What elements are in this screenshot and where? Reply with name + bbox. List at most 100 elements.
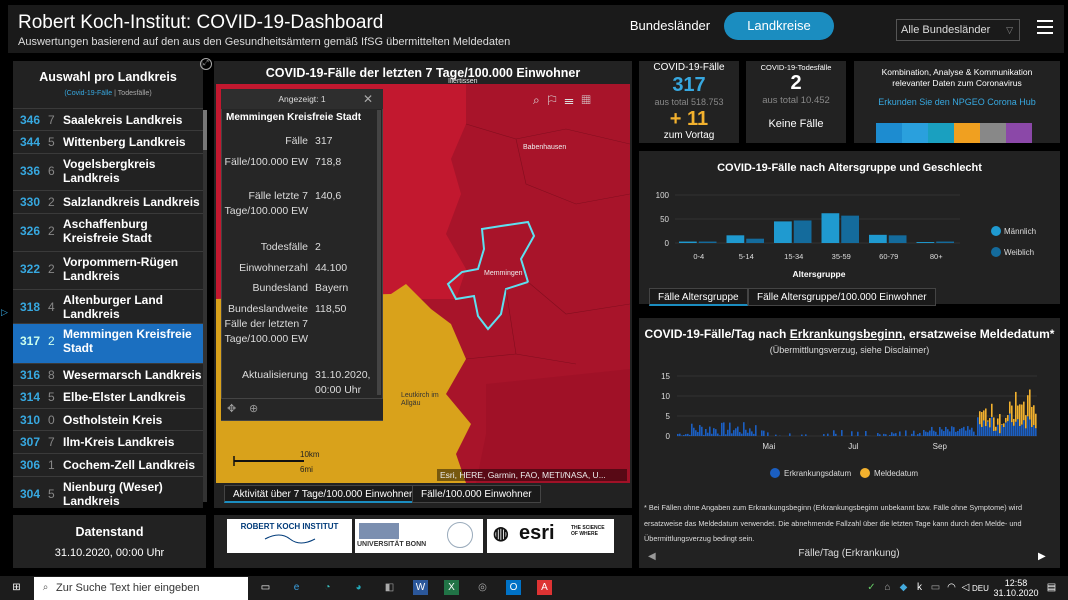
bookmark-icon[interactable]: ⚐ xyxy=(547,93,565,107)
epi-chart-subtitle: (Übermittlungsverzug, siehe Disclaimer) xyxy=(769,345,930,355)
epi-bar xyxy=(1001,424,1003,436)
volume-icon[interactable]: ◁ xyxy=(961,582,970,593)
list-item-deaths: 2 xyxy=(48,334,55,348)
kpi-deaths-panel xyxy=(746,61,846,143)
epi-bar xyxy=(775,434,777,436)
word-icon[interactable]: W xyxy=(413,580,428,595)
clock[interactable]: 12:58 31.10.2020 xyxy=(986,578,1046,598)
tray-icon-1[interactable]: ✓ xyxy=(867,582,876,593)
epi-bar xyxy=(983,410,985,421)
epi-bar xyxy=(705,429,707,436)
wifi-icon[interactable]: ◠ xyxy=(947,582,956,593)
list-scrollbar-thumb[interactable] xyxy=(203,110,207,150)
chevron-left-icon[interactable]: ◀ xyxy=(648,551,656,562)
windows-start-icon[interactable]: ⊞ xyxy=(12,582,21,593)
tray-icon-3[interactable]: ◆ xyxy=(899,582,908,593)
left-edge-arrow-icon[interactable]: ▷ xyxy=(1,307,8,317)
list-item[interactable]: 322 2 Vorpommern-Rügen Landkreis xyxy=(13,251,203,289)
list-item-deaths: 2 xyxy=(48,224,55,238)
list-item-name: Memmingen Kreisfreie Stadt xyxy=(63,327,192,355)
bundeslaender-button[interactable]: Bundesländer xyxy=(629,18,711,33)
taskbar-search[interactable]: Zur Suche Text hier eingeben xyxy=(34,577,248,600)
list-item[interactable]: 314 5 Elbe-Elster Landkreis xyxy=(13,385,203,408)
epi-bar xyxy=(949,431,951,436)
close-icon[interactable]: ✕ xyxy=(363,92,374,106)
tab-altersgruppe-100k[interactable]: Fälle Altersgruppe/100.000 Einwohner xyxy=(748,288,936,306)
tray-icon-2[interactable]: ⌂ xyxy=(884,582,891,593)
kpi-deaths-label: COVID-19-Todesfälle xyxy=(760,63,832,72)
epi-bar xyxy=(1033,425,1035,436)
app-icon[interactable]: ◧ xyxy=(384,582,395,593)
epi-bar xyxy=(693,427,695,436)
hamburger-menu-icon[interactable] xyxy=(1037,20,1053,34)
list-item[interactable]: 304 5 Nienburg (Weser) Landkreis xyxy=(13,476,203,508)
notifications-icon[interactable]: ▤ xyxy=(1046,582,1057,593)
tab-activity-7days[interactable]: Aktivität über 7 Tage/100.000 Einwohner xyxy=(224,485,422,503)
move-icon[interactable]: ✥ xyxy=(227,403,237,415)
epi-bar xyxy=(687,433,689,436)
popup-scroll[interactable] xyxy=(377,110,381,395)
bundesland-select[interactable]: Alle Bundesländer ▽ xyxy=(896,19,1020,41)
zoom-to-icon[interactable]: ⊕ xyxy=(249,403,259,415)
tray-icon-4[interactable]: k xyxy=(917,582,922,593)
epi-bar xyxy=(1013,418,1015,426)
tab-cases-per-100k[interactable]: Fälle/100.000 Einwohner xyxy=(412,485,541,503)
epi-bar xyxy=(945,426,947,436)
hub-icons[interactable] xyxy=(876,123,1032,143)
epi-bar xyxy=(679,433,681,436)
age-bar xyxy=(793,220,812,243)
search-icon[interactable]: ⌕ xyxy=(533,93,548,107)
list-item[interactable]: 316 8 Wesermarsch Landkreis xyxy=(13,363,203,385)
layer-list-icon[interactable]: ☰ xyxy=(564,93,582,107)
qr-icon[interactable]: ▦ xyxy=(581,93,599,107)
list-item[interactable]: 317 2 Memmingen Kreisfreie Stadt xyxy=(13,323,203,363)
edge-active-icon[interactable]: ◕ xyxy=(355,582,362,593)
app2-icon[interactable]: ◎ xyxy=(478,582,487,593)
epi-bar xyxy=(895,433,897,436)
epi-bar xyxy=(935,431,937,436)
epi-bar xyxy=(1023,401,1025,421)
list-item[interactable]: 344 5 Wittenberg Landkreis xyxy=(13,130,203,153)
list-item[interactable]: 336 6 Vogelsbergkreis Landkreis xyxy=(13,153,203,190)
epi-bar xyxy=(925,431,927,436)
uni-bonn-logo[interactable]: UNIVERSITÄT BONN xyxy=(355,519,483,553)
edge-icon[interactable]: ◔ xyxy=(324,582,331,593)
list-item[interactable]: 326 2 Aschaffenburg Kreisfreie Stadt xyxy=(13,213,203,251)
expand-icon[interactable]: ⤢ xyxy=(200,58,212,70)
esri-logo[interactable]: ◍ esri THE SCIENCE OF WHERE xyxy=(487,519,614,553)
epi-bar xyxy=(683,434,685,436)
language-indicator[interactable]: DEU xyxy=(972,584,989,593)
kpi-deaths-delta-label: Keine Fälle xyxy=(768,118,824,130)
acrobat-icon[interactable]: A xyxy=(537,580,552,595)
kpi-cases-total: aus total 518.753 xyxy=(654,97,724,107)
tray-icon-5[interactable]: ▭ xyxy=(930,582,941,593)
y-tick-label: 0 xyxy=(665,239,670,248)
outlook-icon[interactable]: O xyxy=(506,580,521,595)
tab-faelle-altersgruppe[interactable]: Fälle Altersgruppe xyxy=(649,288,748,306)
edge-legacy-icon[interactable]: e xyxy=(293,582,300,593)
chevron-right-icon[interactable]: ▶ xyxy=(1038,551,1046,562)
list-item[interactable]: 306 1 Cochem-Zell Landkreis xyxy=(13,453,203,476)
legend-separator: | xyxy=(112,90,118,97)
task-view-icon[interactable]: ▭ xyxy=(260,582,271,593)
list-item-deaths: 0 xyxy=(48,413,55,427)
list-item-deaths: 5 xyxy=(48,135,55,149)
landkreise-button[interactable]: Landkreise xyxy=(724,12,834,40)
rki-logo[interactable]: ROBERT KOCH INSTITUT xyxy=(227,519,352,553)
hub-link[interactable]: Erkunden Sie den NPGEO Corona Hub xyxy=(878,97,1036,107)
list-item-name: Salzlandkreis Landkreis xyxy=(63,195,200,209)
epi-bar xyxy=(1031,406,1033,428)
excel-icon[interactable]: X xyxy=(444,580,459,595)
list-item[interactable]: 307 7 Ilm-Kreis Landkreis xyxy=(13,430,203,453)
list-item[interactable]: 310 0 Ostholstein Kreis xyxy=(13,408,203,430)
list-item[interactable]: 330 2 Salzlandkreis Landkreis xyxy=(13,190,203,213)
list-item[interactable]: 318 4 Altenburger Land Landkreis xyxy=(13,289,203,323)
legend-label: Männlich xyxy=(1004,227,1036,236)
epi-bar xyxy=(697,432,699,436)
popup-feature-name: Memmingen Kreisfreie Stadt xyxy=(226,112,362,123)
list-item-cases: 330 xyxy=(20,195,41,209)
list-item[interactable]: 346 7 Saalekreis Landkreis xyxy=(13,108,203,130)
age-bar xyxy=(936,241,954,243)
header-bar xyxy=(8,5,1064,53)
list-scrollbar[interactable] xyxy=(203,110,207,502)
